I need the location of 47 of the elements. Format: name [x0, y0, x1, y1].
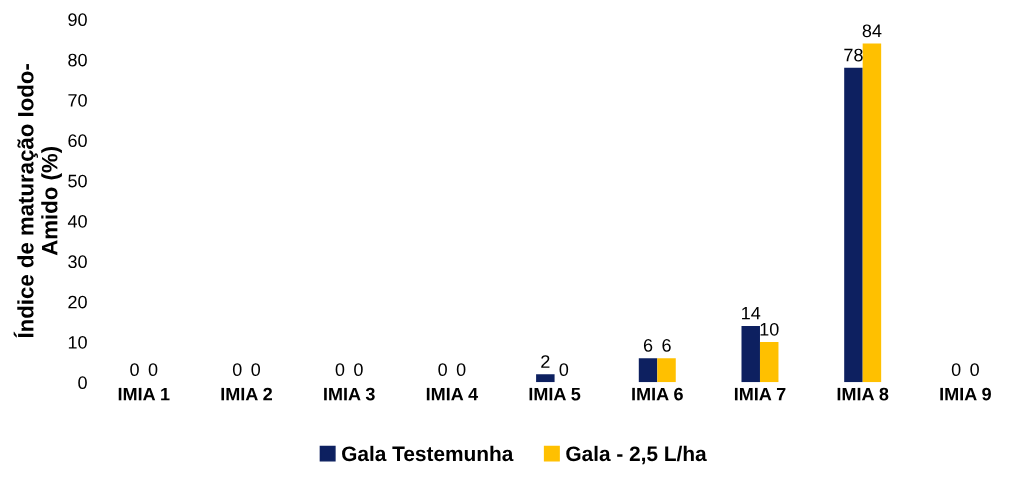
bar: [844, 67, 863, 383]
x-tick-label: IMIA 3: [324, 387, 375, 401]
data-label: 2: [541, 355, 550, 368]
y-tick-label: 60: [68, 134, 87, 148]
bar: [862, 43, 882, 383]
legend-label: Gala - 2,5 L/ha: [566, 445, 707, 465]
x-tick-label: IMIA 2: [221, 387, 272, 401]
bar: [741, 325, 760, 383]
y-tick-label: 40: [67, 214, 87, 228]
data-label: 0: [148, 363, 158, 377]
data-label: 0: [456, 363, 466, 377]
data-label: 0: [335, 363, 345, 377]
x-tick-label: IMIA 6: [632, 387, 683, 401]
y-tick-label: 30: [68, 255, 87, 269]
bar: [657, 358, 676, 383]
y-axis-title: Índice de maturação Iodo- Amido (%): [13, 64, 62, 338]
data-label: 6: [643, 339, 653, 352]
data-label: 0: [438, 363, 447, 377]
data-label: 0: [130, 363, 139, 377]
data-label: 0: [232, 363, 242, 377]
bar: [638, 358, 658, 383]
data-label: 0: [970, 363, 979, 377]
data-label: 84: [862, 24, 882, 38]
x-tick-label: IMIA 4: [426, 387, 479, 401]
x-tick-label: IMIA 5: [529, 387, 581, 401]
data-label: 0: [951, 363, 961, 377]
y-tick-label: 20: [68, 295, 87, 309]
x-tick-label: IMIA 9: [940, 387, 991, 401]
legend-label: Gala Testemunha: [342, 445, 514, 462]
bar: [759, 342, 779, 383]
y-tick-label: 10: [68, 335, 87, 349]
data-label: 6: [662, 339, 671, 352]
data-label: 10: [760, 322, 779, 336]
bar: [536, 374, 555, 383]
x-tick-label: IMIA 1: [118, 387, 170, 401]
data-label: 0: [559, 363, 569, 377]
data-label: 14: [742, 306, 761, 320]
y-tick-label: 90: [68, 13, 87, 27]
y-tick-label: 70: [68, 93, 87, 107]
data-label: 0: [354, 363, 363, 377]
x-tick-label: IMIA 7: [734, 387, 786, 401]
y-tick-label: 80: [68, 53, 87, 67]
y-tick-label: 50: [68, 174, 87, 188]
x-tick-label: IMIA 8: [837, 387, 889, 401]
data-label: 0: [251, 363, 261, 377]
y-tick-label: 0: [78, 376, 87, 390]
data-label: 78: [844, 48, 863, 62]
